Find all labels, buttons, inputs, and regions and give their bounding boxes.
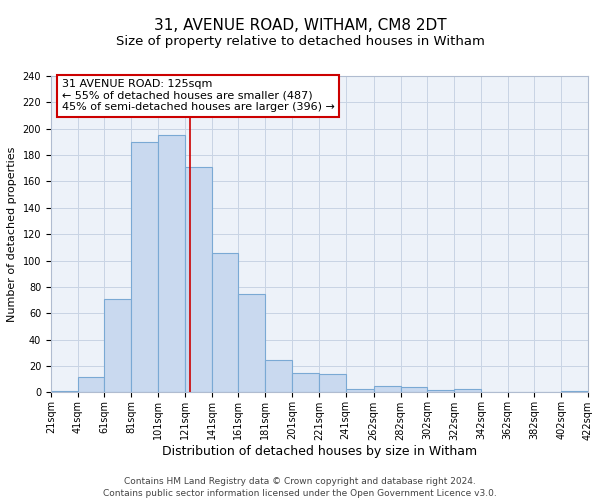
Bar bbox=[77, 376, 104, 392]
Bar bbox=[212, 252, 238, 392]
Text: 31, AVENUE ROAD, WITHAM, CM8 2DT: 31, AVENUE ROAD, WITHAM, CM8 2DT bbox=[154, 18, 446, 32]
Bar bbox=[238, 294, 265, 392]
Text: 31 AVENUE ROAD: 125sqm
← 55% of detached houses are smaller (487)
45% of semi-de: 31 AVENUE ROAD: 125sqm ← 55% of detached… bbox=[62, 79, 334, 112]
X-axis label: Distribution of detached houses by size in Witham: Distribution of detached houses by size … bbox=[162, 445, 477, 458]
Bar bbox=[346, 388, 374, 392]
Bar bbox=[158, 136, 185, 392]
Bar bbox=[51, 391, 77, 392]
Text: Contains HM Land Registry data © Crown copyright and database right 2024.: Contains HM Land Registry data © Crown c… bbox=[124, 478, 476, 486]
Bar bbox=[374, 386, 401, 392]
Bar bbox=[427, 390, 454, 392]
Bar bbox=[131, 142, 158, 393]
Text: Contains public sector information licensed under the Open Government Licence v3: Contains public sector information licen… bbox=[103, 489, 497, 498]
Bar bbox=[185, 167, 212, 392]
Bar bbox=[561, 391, 588, 392]
Bar bbox=[265, 360, 292, 392]
Y-axis label: Number of detached properties: Number of detached properties bbox=[7, 146, 17, 322]
Text: Size of property relative to detached houses in Witham: Size of property relative to detached ho… bbox=[116, 35, 484, 48]
Bar bbox=[401, 387, 427, 392]
Bar bbox=[292, 372, 319, 392]
Bar bbox=[454, 388, 481, 392]
Bar bbox=[319, 374, 346, 392]
Bar bbox=[104, 299, 131, 392]
